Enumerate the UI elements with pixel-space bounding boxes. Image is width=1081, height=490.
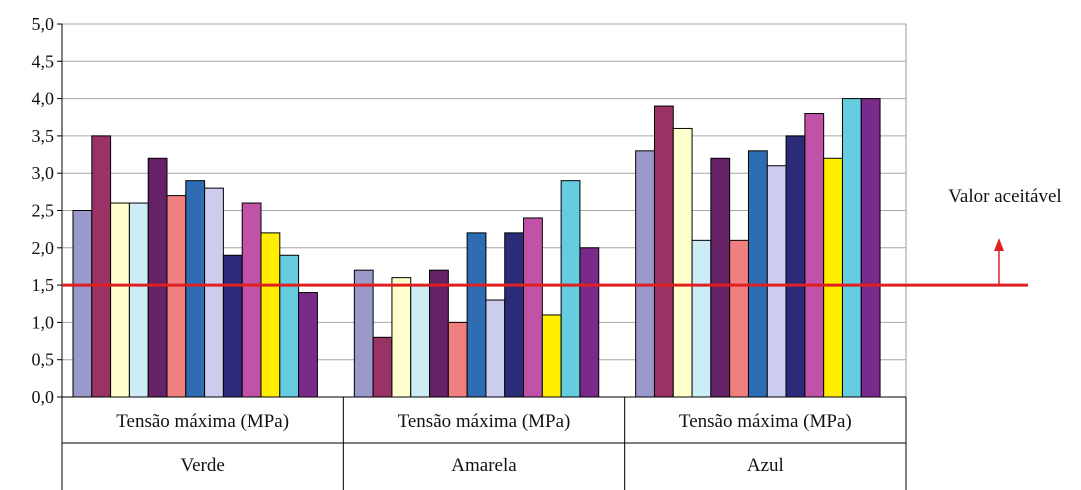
bar <box>672 127 693 398</box>
y-tick-label: 4,0 <box>32 89 55 109</box>
bar <box>841 98 862 398</box>
bar <box>729 239 749 398</box>
category-group-label: Azul <box>747 455 784 476</box>
bar <box>766 165 787 398</box>
bar <box>241 202 262 398</box>
y-tick-label: 1,5 <box>32 275 55 295</box>
bars <box>72 98 881 398</box>
bar <box>560 180 581 398</box>
y-tick-label: 2,5 <box>32 201 55 221</box>
y-tick-label: 3,0 <box>32 163 55 183</box>
bar <box>204 187 224 398</box>
bar <box>222 254 243 398</box>
category-measure-label: Tensão máxima (MPa) <box>679 411 852 432</box>
bar <box>353 269 374 398</box>
y-tick-label: 0,0 <box>32 387 55 407</box>
bar <box>579 247 600 398</box>
bar <box>541 314 562 398</box>
bar <box>523 217 543 398</box>
reference-line-label: Valor aceitável <box>948 186 1061 207</box>
bar <box>691 239 712 398</box>
bar <box>860 98 881 398</box>
bar <box>653 105 674 398</box>
bar <box>372 336 393 398</box>
bar <box>298 292 318 398</box>
bar <box>128 202 149 398</box>
bar <box>485 299 506 398</box>
bar <box>823 157 843 398</box>
y-tick-label: 3,5 <box>32 126 55 146</box>
category-measure-label: Tensão máxima (MPa) <box>116 411 289 432</box>
bar <box>447 321 468 398</box>
bar <box>91 135 112 398</box>
category-labels: Tensão máxima (MPa) Verde Tensão máxima (M… <box>116 411 851 476</box>
bar <box>260 232 281 398</box>
y-tick-label: 1,0 <box>32 312 55 332</box>
bar <box>785 135 806 398</box>
bar <box>110 202 130 398</box>
category-group-label: Amarela <box>451 455 517 476</box>
bar <box>279 254 300 398</box>
category-group-label: Verde <box>181 455 225 476</box>
y-tick-label: 2,0 <box>32 238 55 258</box>
bar <box>747 150 768 398</box>
bar <box>166 195 187 398</box>
y-tick-label: 4,5 <box>32 51 55 71</box>
bar <box>185 180 206 398</box>
y-tick-label: 0,5 <box>32 350 55 370</box>
axes <box>61 24 907 490</box>
y-axis-ticks: 0,0 0,5 1,0 1,5 2,0 2,5 3,0 3,5 4,0 4,5 5,0 <box>32 14 62 407</box>
bar <box>410 284 431 398</box>
bar <box>391 277 412 398</box>
bar <box>72 210 93 398</box>
bar <box>635 150 655 398</box>
reference-line-group: Valor aceitável <box>62 186 1062 287</box>
bar <box>504 232 525 398</box>
arrow-up-icon <box>994 238 1004 251</box>
y-tick-label: 5,0 <box>32 14 55 34</box>
bar <box>710 157 731 398</box>
bar <box>429 269 449 398</box>
bar <box>147 157 168 398</box>
bar <box>804 113 825 398</box>
category-measure-label: Tensão máxima (MPa) <box>398 411 571 432</box>
bar <box>466 232 487 398</box>
